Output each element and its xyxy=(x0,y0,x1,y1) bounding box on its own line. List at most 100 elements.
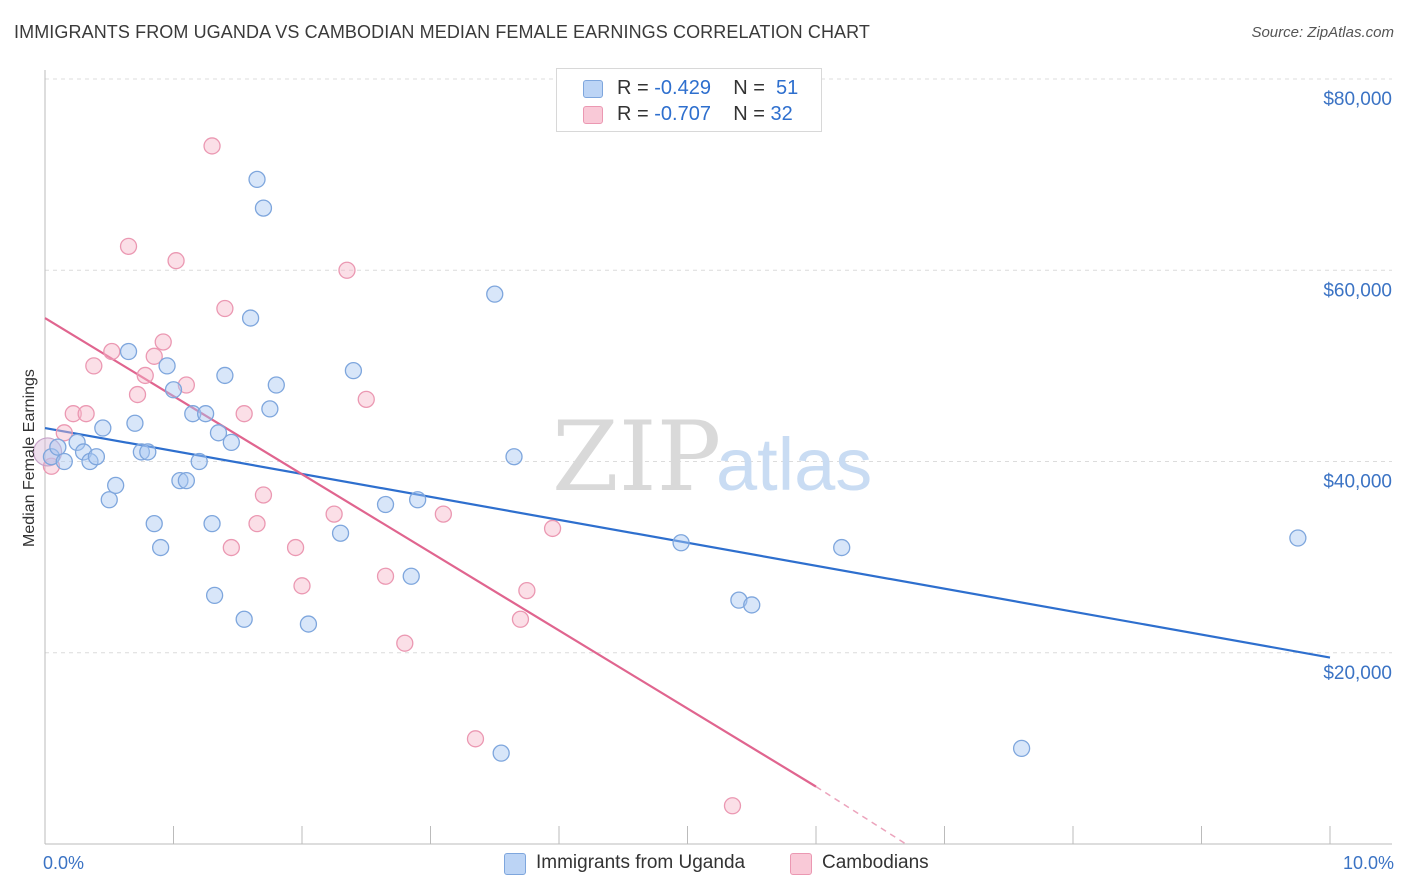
uganda-points xyxy=(42,170,1307,762)
data-point xyxy=(376,495,395,514)
data-point xyxy=(248,515,266,533)
legend-r-value: -0.429 xyxy=(654,77,711,99)
data-point xyxy=(128,385,147,404)
data-point xyxy=(376,567,395,585)
data-point xyxy=(42,457,61,475)
cambodians-trend-extension xyxy=(815,785,907,845)
x-tick-marks xyxy=(173,826,1331,844)
data-point xyxy=(248,170,266,189)
data-point xyxy=(222,433,240,452)
data-point xyxy=(743,596,761,614)
data-point xyxy=(85,357,103,375)
data-point xyxy=(74,443,93,461)
data-point xyxy=(126,414,144,432)
legend-n-value: 32 xyxy=(770,103,793,125)
grid-lines xyxy=(45,78,1392,654)
data-point xyxy=(434,505,453,523)
data-point xyxy=(254,486,273,504)
data-point xyxy=(1289,529,1307,547)
data-point xyxy=(402,567,420,585)
watermark-atlas: atlas xyxy=(716,423,872,506)
data-point xyxy=(94,419,112,437)
data-point xyxy=(77,405,95,423)
data-point xyxy=(177,376,196,394)
x-tick-labels: 0.0% 10.0% xyxy=(43,853,1394,873)
data-point xyxy=(293,577,311,595)
data-point xyxy=(68,433,86,452)
data-point xyxy=(1012,739,1031,758)
trend-lines xyxy=(44,317,1331,845)
legend-r-label: R = xyxy=(617,77,655,99)
data-point xyxy=(87,448,106,466)
data-point xyxy=(331,524,350,542)
data-point xyxy=(55,424,73,442)
data-point xyxy=(344,362,363,380)
data-point xyxy=(486,285,504,303)
uganda-swatch xyxy=(583,80,603,98)
data-point xyxy=(730,591,748,609)
cambodians-legend-label: Cambodians xyxy=(822,852,929,873)
data-point xyxy=(216,366,234,385)
data-point xyxy=(158,357,176,375)
data-point xyxy=(119,237,138,255)
watermark-zip: ZIP xyxy=(552,401,721,513)
data-point xyxy=(55,452,73,471)
watermark: ZIP atlas xyxy=(552,401,872,513)
data-point xyxy=(833,538,851,557)
data-point xyxy=(723,797,742,815)
data-point xyxy=(241,309,260,327)
data-point xyxy=(100,491,118,509)
data-point xyxy=(408,491,427,509)
y-axis-label: Median Female Earnings xyxy=(21,369,38,547)
data-point xyxy=(119,342,138,361)
data-point xyxy=(145,515,163,533)
data-point xyxy=(190,452,208,471)
data-point xyxy=(177,471,196,490)
data-point xyxy=(518,581,536,600)
data-point xyxy=(145,347,163,365)
y-tick-label: $60,000 xyxy=(1323,280,1392,301)
data-point xyxy=(49,438,67,456)
data-point xyxy=(543,519,562,538)
data-point xyxy=(203,137,221,155)
data-point xyxy=(235,610,253,628)
data-point xyxy=(396,634,414,652)
data-point xyxy=(171,471,189,490)
data-point xyxy=(184,405,202,423)
data-point xyxy=(505,448,523,466)
data-point xyxy=(209,424,228,442)
data-point xyxy=(511,610,530,628)
source-credit: Source: ZipAtlas.com xyxy=(1251,24,1394,41)
data-point xyxy=(203,515,221,533)
data-point xyxy=(205,586,224,605)
legend-r-label: R = xyxy=(617,103,655,125)
uganda-legend-label: Immigrants from Uganda xyxy=(536,852,746,873)
data-point xyxy=(235,405,253,423)
data-point xyxy=(151,538,170,557)
legend-n-value: 51 xyxy=(776,77,799,99)
data-point xyxy=(338,261,356,279)
chart-title: IMMIGRANTS FROM UGANDA VS CAMBODIAN MEDI… xyxy=(14,22,871,42)
cambodians-legend-swatch xyxy=(790,853,812,875)
legend-r-value: -0.707 xyxy=(654,103,711,125)
uganda-legend-swatch xyxy=(504,853,526,875)
data-point xyxy=(672,534,690,552)
data-point xyxy=(254,199,273,217)
data-point-cluster xyxy=(32,437,63,467)
data-point xyxy=(325,505,343,523)
data-point xyxy=(466,730,485,748)
data-point xyxy=(42,448,61,466)
cambodians-swatch xyxy=(583,106,603,124)
cambodians-points xyxy=(32,137,742,815)
legend-n-label: N = xyxy=(733,103,771,125)
cambodians-trend-line xyxy=(44,317,817,788)
correlation-legend: R = -0.429 N = 51 R = -0.707 N = 32 xyxy=(556,68,822,132)
y-tick-label: $80,000 xyxy=(1323,89,1392,110)
data-point xyxy=(154,333,172,351)
y-tick-label: $20,000 xyxy=(1323,663,1392,684)
data-point xyxy=(357,390,375,408)
data-point xyxy=(64,405,82,423)
data-point xyxy=(286,538,305,557)
y-tick-label: $40,000 xyxy=(1323,472,1392,493)
